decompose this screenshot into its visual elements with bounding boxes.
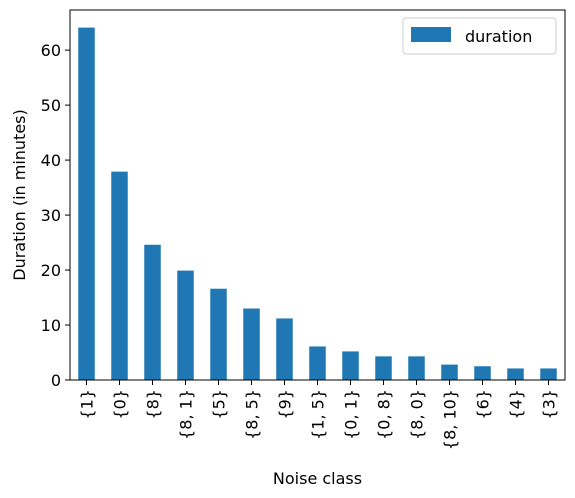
- bar-2: [144, 244, 161, 380]
- bar-9: [375, 356, 392, 380]
- y-tick-label-5: 50: [41, 96, 61, 115]
- x-tick-label-2: {8}: [144, 389, 163, 420]
- plot-frame: [69, 9, 566, 381]
- x-tick-label-9: {0, 8}: [375, 389, 394, 440]
- bar-10: [408, 356, 425, 380]
- x-tick-label-7: {1, 5}: [309, 389, 328, 440]
- bar-4: [210, 288, 227, 380]
- bar-1: [111, 171, 128, 380]
- y-tick-label-6: 60: [41, 41, 61, 60]
- bar-5: [243, 308, 260, 380]
- x-tick-label-1: {0}: [111, 389, 130, 420]
- y-tick-label-1: 10: [41, 316, 61, 335]
- y-tick-label-2: 20: [41, 261, 61, 280]
- bar-7: [309, 346, 326, 380]
- bar-3: [177, 270, 194, 380]
- x-axis-label: Noise class: [273, 469, 362, 488]
- y-axis-label: Duration (in minutes): [10, 109, 29, 281]
- legend-swatch: [411, 27, 451, 42]
- bar-11: [441, 364, 458, 380]
- x-tick-label-11: {8, 10}: [441, 389, 460, 450]
- bar-0: [78, 27, 95, 381]
- x-tick-label-3: {8, 1}: [177, 389, 196, 440]
- legend: duration: [402, 17, 557, 55]
- bar-14: [540, 368, 557, 380]
- x-tick-label-4: {5}: [210, 389, 229, 420]
- x-tick-label-14: {3}: [540, 389, 559, 420]
- y-axis: 0 10 20 30 40 50 60: [41, 41, 70, 390]
- x-axis: {1} {0} {8} {8, 1} {5} {8, 5} {9} {1, 5} {0, 1} {…: [78, 380, 559, 450]
- x-tick-label-8: {0, 1}: [342, 389, 361, 440]
- y-tick-label-0: 0: [51, 371, 61, 390]
- x-tick-label-5: {8, 5}: [243, 389, 262, 440]
- legend-label-duration: duration: [465, 27, 532, 46]
- x-tick-label-13: {4}: [507, 389, 526, 420]
- x-tick-label-6: {9}: [276, 389, 295, 420]
- bar-12: [474, 366, 491, 380]
- bars-group: [78, 27, 557, 381]
- y-tick-label-3: 30: [41, 206, 61, 225]
- bar-8: [342, 351, 359, 380]
- y-tick-label-4: 40: [41, 151, 61, 170]
- bar-13: [507, 368, 524, 380]
- x-tick-label-12: {6}: [474, 389, 493, 420]
- bar-6: [276, 318, 293, 380]
- x-tick-label-10: {8, 0}: [408, 389, 427, 440]
- x-tick-label-0: {1}: [78, 389, 97, 420]
